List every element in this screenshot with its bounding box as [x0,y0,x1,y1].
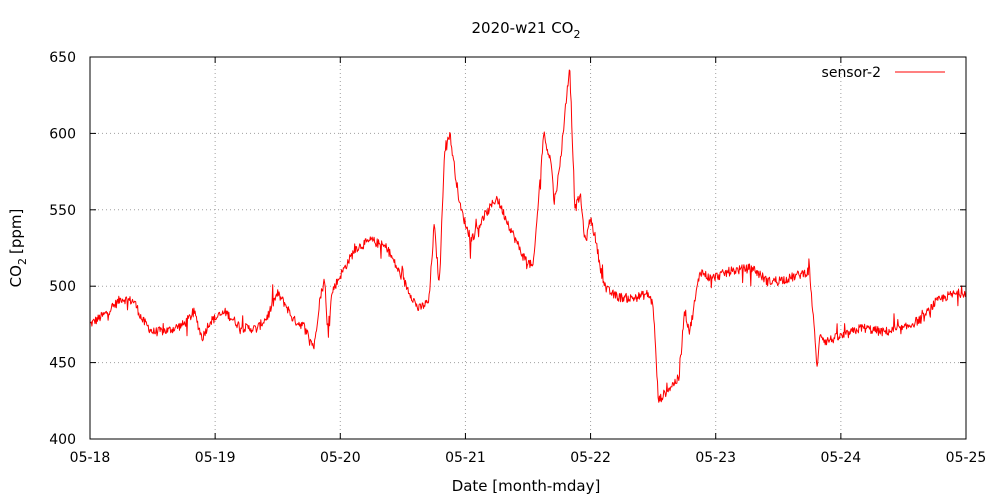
x-tick-labels: 05-18 05-19 05-20 05-21 05-22 05-23 05-24 05-25 [70,450,987,466]
y-tick-label: 400 [49,432,76,448]
x-tick-label: 05-19 [195,450,236,466]
x-tick-label: 05-24 [821,450,862,466]
y-tick-label: 650 [49,50,76,66]
series-line-sensor-2 [89,69,967,403]
y-axis-label: CO2[ppm] [7,209,29,288]
x-axis-label: Date [month-mday] [452,477,601,495]
y-tick-label: 450 [49,356,76,372]
x-tick-label: 05-22 [570,450,611,466]
x-tick-label: 05-21 [445,450,486,466]
y-tick-labels: 400 450 500 550 600 650 [49,50,76,448]
chart-title: 2020-w21 CO2 [472,19,581,41]
tick-marks [89,56,967,440]
x-tick-label: 05-23 [695,450,736,466]
grid-lines [90,57,966,439]
x-tick-label: 05-25 [946,450,987,466]
plot-frame [89,56,967,440]
y-tick-label: 550 [49,203,76,219]
y-tick-label: 600 [49,126,76,142]
series-layer [89,69,967,403]
x-tick-label: 05-18 [70,450,111,466]
legend-label-sensor-2: sensor-2 [822,65,881,81]
x-tick-label: 05-20 [320,450,361,466]
y-tick-label: 500 [49,279,76,295]
legend: sensor-2 [822,65,945,81]
